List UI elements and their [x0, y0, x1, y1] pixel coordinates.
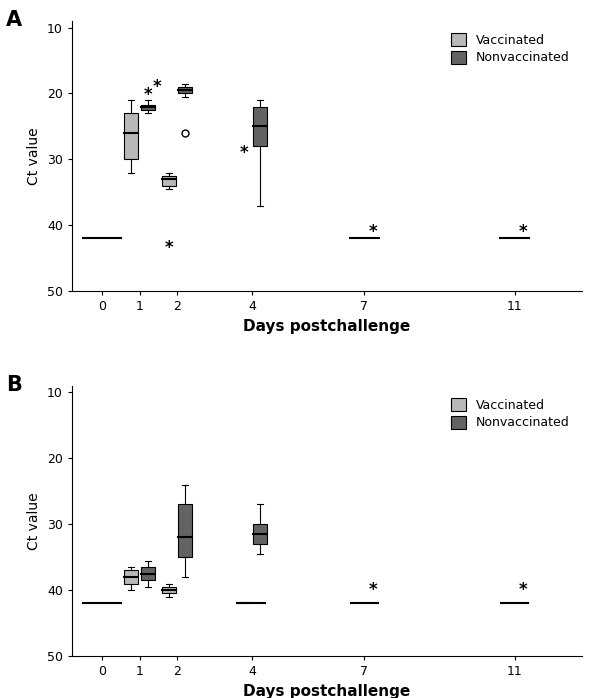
- Bar: [124, 113, 139, 159]
- Text: *: *: [518, 223, 527, 241]
- X-axis label: Days postchallenge: Days postchallenge: [244, 684, 410, 698]
- Text: *: *: [518, 581, 527, 599]
- X-axis label: Days postchallenge: Days postchallenge: [244, 319, 410, 334]
- Text: *: *: [153, 78, 162, 96]
- Bar: [178, 87, 193, 94]
- Bar: [161, 587, 176, 593]
- Y-axis label: Ct value: Ct value: [28, 492, 41, 550]
- Text: B: B: [6, 375, 22, 395]
- Bar: [124, 570, 139, 584]
- Bar: [253, 107, 268, 146]
- Bar: [140, 567, 155, 580]
- Bar: [253, 524, 268, 544]
- Bar: [178, 505, 193, 557]
- Legend: Vaccinated, Nonvaccinated: Vaccinated, Nonvaccinated: [445, 392, 576, 436]
- Y-axis label: Ct value: Ct value: [28, 127, 41, 185]
- Text: *: *: [368, 223, 377, 241]
- Text: *: *: [239, 144, 248, 162]
- Text: *: *: [368, 581, 377, 599]
- Legend: Vaccinated, Nonvaccinated: Vaccinated, Nonvaccinated: [445, 27, 576, 70]
- Text: *: *: [164, 239, 173, 258]
- Bar: [161, 176, 176, 186]
- Bar: [140, 105, 155, 110]
- Text: *: *: [143, 86, 152, 104]
- Text: A: A: [6, 10, 22, 30]
